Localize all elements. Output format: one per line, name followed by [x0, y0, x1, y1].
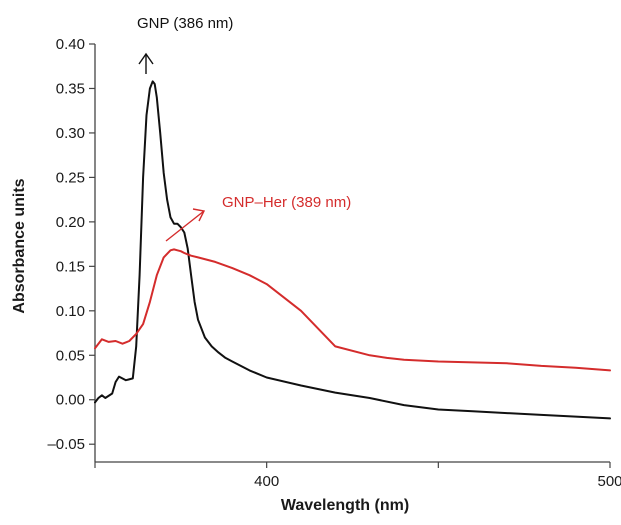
- y-axis-title: Absorbance units: [11, 178, 28, 313]
- gnp-her-label: GNP–Her (389 nm): [222, 194, 351, 211]
- y-tick-label: 0.00: [56, 392, 85, 409]
- x-tick-label: 500: [597, 473, 621, 490]
- y-tick-label: 0.15: [56, 258, 85, 275]
- x-ticks: 400 500: [94, 462, 621, 490]
- y-tick-label: 0.20: [56, 214, 85, 231]
- y-tick-label: 0.30: [56, 125, 85, 142]
- gnp-annotation: GNP (386 nm): [137, 15, 233, 74]
- y-tick-label: 0.25: [56, 169, 85, 186]
- gnp-label: GNP (386 nm): [137, 15, 233, 32]
- y-tick-label: 0.10: [56, 303, 85, 320]
- y-axis: 0.40 0.35 0.30 0.25 0.20 0.15 0.10 0.05 0.00 –0.0…: [47, 36, 96, 462]
- gnp-her-arrow-head: [192, 208, 206, 222]
- series-layer: [94, 80, 611, 420]
- x-axis: 400 500: [94, 461, 621, 490]
- gnp-her-arrow: [165, 210, 205, 242]
- gnp-series-line: [94, 80, 611, 420]
- gnp-arrow-head: [138, 52, 154, 65]
- gnp-her-series-line: [94, 248, 611, 372]
- x-tick-label: 400: [254, 473, 279, 490]
- gnp-her-annotation: GNP–Her (389 nm): [165, 194, 351, 242]
- y-tick-label: 0.35: [56, 80, 85, 97]
- y-tick-label: 0.05: [56, 347, 85, 364]
- x-axis-title: Wavelength (nm): [281, 497, 409, 514]
- y-tick-label: 0.40: [56, 36, 85, 53]
- y-ticks: 0.40 0.35 0.30 0.25 0.20 0.15 0.10 0.05 0.00 –0.0…: [47, 36, 95, 453]
- y-tick-label: –0.05: [47, 436, 85, 453]
